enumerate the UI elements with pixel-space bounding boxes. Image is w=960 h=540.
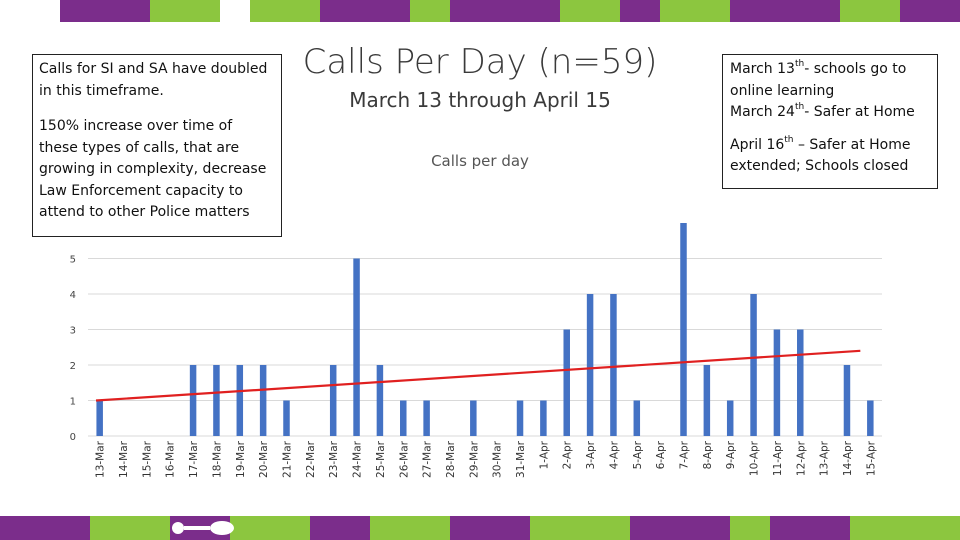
- bars: [96, 223, 874, 436]
- x-tick-label: 13-Apr: [819, 440, 831, 476]
- bar-2-Apr: [563, 329, 570, 436]
- bar-15-Apr: [867, 400, 874, 436]
- note-right-line-4: April 16th – Safer at Home: [730, 134, 911, 153]
- x-tick-label: 24-Mar: [352, 440, 364, 478]
- x-tick-label: 15-Apr: [865, 440, 877, 476]
- x-tick-label: 12-Apr: [795, 440, 807, 476]
- linear-trendline: [95, 349, 861, 402]
- x-tick-label: 27-Mar: [422, 440, 434, 478]
- x-tick-label: 20-Mar: [258, 440, 270, 478]
- bar-21-Mar: [283, 400, 290, 436]
- bar-7-Apr: [680, 223, 687, 436]
- x-tick-label: 1-Apr: [538, 440, 550, 469]
- slide-subtitle: March 13 through April 15: [349, 88, 611, 112]
- x-tick-label: 14-Mar: [118, 440, 130, 478]
- x-tick-label: 13-Mar: [95, 440, 107, 478]
- top-color-band: [0, 0, 960, 22]
- bar-3-Apr: [586, 294, 594, 436]
- x-tick-label: 21-Mar: [282, 440, 294, 478]
- note-right-line-3: March 24th- Safer at Home: [730, 102, 915, 120]
- bar-9-Apr: [726, 400, 734, 436]
- x-tick-label: 16-Mar: [165, 440, 177, 478]
- x-tick-label: 31-Mar: [515, 440, 527, 478]
- bar-20-Mar: [259, 365, 267, 436]
- x-tick-label: 25-Mar: [375, 440, 387, 478]
- note-right-line-2: online learning: [730, 82, 835, 99]
- y-tick-label: 5: [70, 255, 76, 266]
- y-tick-label: 4: [70, 290, 76, 301]
- slide-title: Calls Per Day (n=59): [302, 42, 658, 82]
- bar-31-Mar: [516, 400, 524, 436]
- bar-14-Apr: [843, 365, 851, 436]
- bar-17-Mar: [189, 365, 197, 436]
- x-tick-label: 15-Mar: [141, 440, 153, 478]
- note-left: Calls for SI and SA have doubled in this…: [32, 54, 282, 237]
- x-tick-label: 11-Apr: [772, 440, 784, 476]
- x-tick-label: 3-Apr: [585, 440, 597, 469]
- bar-23-Mar: [329, 365, 337, 436]
- bar-12-Apr: [797, 329, 804, 436]
- bar-18-Mar: [213, 365, 220, 436]
- y-tick-label: 3: [70, 326, 76, 337]
- bar-27-Mar: [423, 400, 430, 436]
- x-tick-label: 23-Mar: [328, 440, 340, 478]
- bar-1-Apr: [540, 400, 547, 436]
- utensils-decoration-icon: [172, 521, 234, 535]
- bar-5-Apr: [633, 400, 641, 436]
- x-tick-label: 29-Mar: [468, 440, 480, 478]
- x-tick-label: 26-Mar: [398, 440, 410, 478]
- note-left-text-1: Calls for SI and SA have doubled in this…: [39, 61, 268, 99]
- x-tick-label: 14-Apr: [842, 440, 854, 476]
- bar-8-Apr: [703, 365, 711, 436]
- bar-11-Apr: [773, 329, 781, 436]
- bar-19-Mar: [236, 365, 244, 436]
- bar-25-Mar: [376, 365, 384, 436]
- x-axis-categories: 13-Mar 14-Mar 15-Mar 16-Mar 17-Mar 18-Mar 19-M…: [95, 440, 878, 478]
- x-tick-label: 9-Apr: [725, 440, 737, 469]
- x-tick-label: 10-Apr: [749, 440, 761, 476]
- x-tick-label: 2-Apr: [562, 440, 574, 469]
- gridlines: [88, 258, 882, 437]
- x-tick-label: 22-Mar: [305, 440, 317, 478]
- x-tick-label: 8-Apr: [702, 440, 714, 469]
- note-right-line-5: extended; Schools closed: [730, 158, 909, 174]
- trendline: [95, 349, 861, 402]
- x-tick-label: 28-Mar: [445, 440, 457, 478]
- y-tick-label: 0: [70, 432, 76, 443]
- y-axis-ticks: 0 1 2 3 4 5: [70, 255, 76, 444]
- bar-13-Mar: [96, 400, 103, 436]
- bar-29-Mar: [470, 400, 477, 436]
- bar-10-Apr: [750, 294, 757, 436]
- x-tick-label: 6-Apr: [655, 440, 667, 469]
- x-tick-label: 17-Mar: [188, 440, 200, 478]
- bar-4-Apr: [610, 294, 617, 436]
- bar-26-Mar: [400, 400, 407, 436]
- x-tick-label: 4-Apr: [608, 440, 620, 469]
- x-tick-label: 30-Mar: [492, 440, 504, 478]
- x-tick-label: 18-Mar: [211, 440, 223, 478]
- chart-title: Calls per day: [431, 152, 529, 170]
- note-right-line-1: March 13th- schools go to: [730, 59, 907, 77]
- bottom-color-band: [0, 516, 960, 540]
- note-right: March 13th- schools go to online learnin…: [722, 54, 938, 189]
- bar-24-Mar: [353, 258, 360, 436]
- note-left-text-2: 150% increase over time of these types o…: [39, 118, 267, 220]
- y-tick-label: 2: [70, 361, 76, 372]
- x-tick-label: 19-Mar: [235, 440, 247, 478]
- x-tick-label: 7-Apr: [679, 440, 691, 469]
- y-tick-label: 1: [70, 397, 76, 408]
- x-tick-label: 5-Apr: [632, 440, 644, 469]
